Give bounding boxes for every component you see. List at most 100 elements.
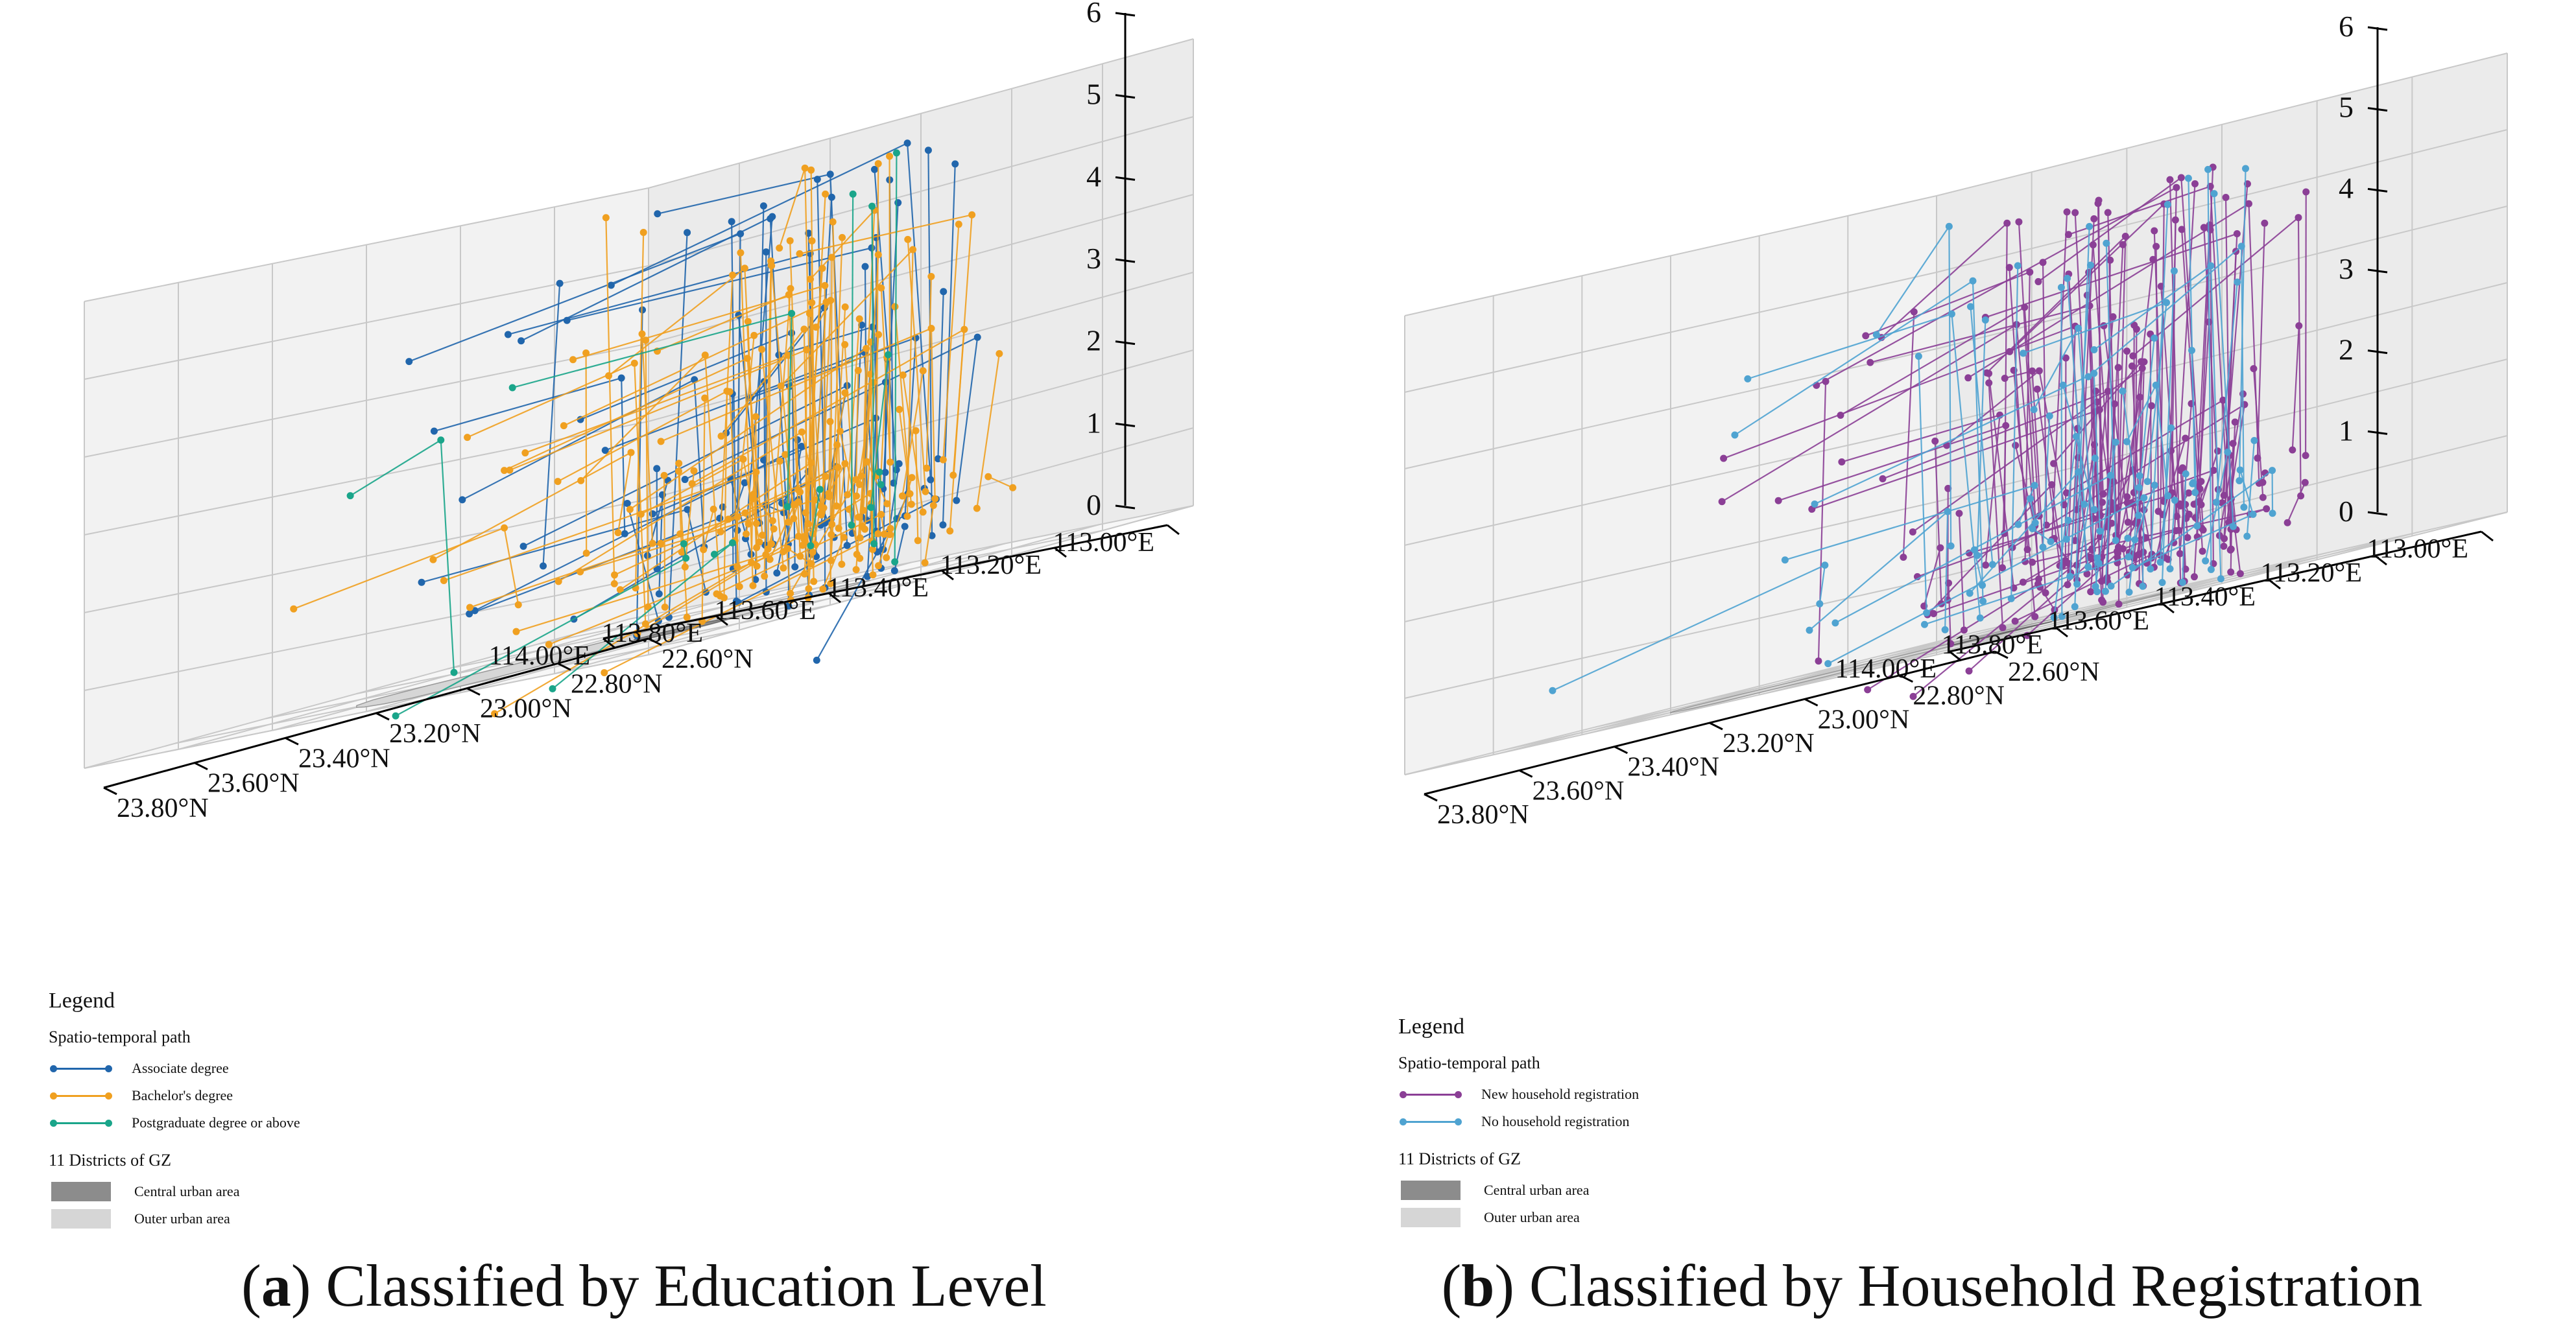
path-line	[811, 241, 814, 534]
path-line	[761, 349, 784, 569]
path-line	[828, 421, 831, 494]
path-point	[2084, 563, 2092, 571]
grid-line	[84, 187, 649, 302]
path-point	[2163, 299, 2171, 307]
path-point	[939, 521, 947, 529]
path-point	[2003, 219, 2011, 227]
path-point	[681, 476, 689, 484]
path-line	[942, 224, 960, 460]
path-point	[2240, 503, 2248, 511]
path-point	[841, 303, 849, 311]
path-line	[2066, 278, 2085, 504]
path-line	[942, 163, 956, 525]
path-point	[1947, 542, 1955, 550]
path-line	[634, 232, 645, 588]
path-point	[2029, 524, 2036, 532]
z-tick-label: 5	[1086, 78, 1101, 111]
path-point	[2103, 239, 2110, 247]
path-point	[2295, 214, 2302, 222]
path-point	[1824, 660, 1832, 668]
path-line	[2256, 223, 2265, 458]
z-tick-label: 1	[1086, 406, 1101, 439]
path-point	[2031, 482, 2038, 489]
x-axis-line	[602, 524, 1168, 640]
path-point	[701, 394, 709, 402]
path-line	[894, 152, 898, 562]
path-point	[2167, 424, 2175, 432]
path-point	[2123, 347, 2131, 355]
x-tick-label: 113.20°E	[2261, 558, 2362, 588]
path-point	[2178, 578, 2186, 586]
path-line	[2122, 548, 2129, 576]
y-tick-label: 23.20°N	[1723, 729, 1815, 759]
path-line	[2013, 370, 2036, 617]
path-point	[2125, 588, 2133, 596]
path-point	[801, 570, 809, 578]
path-point	[2191, 489, 2199, 497]
y-tick-label: 23.00°N	[480, 694, 572, 724]
grid-line	[84, 654, 649, 769]
path-line	[2173, 183, 2196, 543]
y-tick	[103, 786, 117, 795]
path-point	[491, 710, 499, 718]
path-point	[617, 374, 625, 382]
x-tick	[1054, 547, 1067, 558]
path-point	[816, 486, 824, 493]
path-line	[2287, 482, 2306, 523]
path-point	[807, 560, 815, 568]
y-tick	[648, 637, 662, 646]
path-point	[921, 559, 929, 567]
z-tick-label: 6	[1086, 0, 1101, 29]
path-point	[2241, 165, 2249, 172]
caption-label: b	[1461, 1253, 1495, 1319]
path-point	[2204, 165, 2212, 173]
path-point	[790, 515, 798, 523]
y-tick	[376, 712, 390, 721]
legend-item-no-registration: No household registration	[1398, 1108, 1639, 1135]
path-point	[2112, 537, 2119, 545]
x-axis-line	[1949, 530, 2482, 653]
path-point	[798, 428, 805, 436]
path-point	[901, 523, 909, 530]
path-point	[2139, 582, 2147, 590]
x-tick	[2268, 578, 2281, 590]
z-tick-label: 0	[2339, 495, 2354, 528]
grid-line	[648, 505, 1194, 655]
path-point	[741, 265, 748, 272]
path-point	[2297, 492, 2305, 500]
path-point	[1909, 692, 1917, 700]
path-point	[833, 502, 841, 510]
path-point	[716, 514, 724, 522]
path-point	[675, 460, 683, 467]
y-tick-label: 23.40°N	[298, 744, 390, 773]
path-line	[2128, 338, 2155, 593]
path-point	[601, 669, 608, 677]
path-point	[2178, 464, 2186, 472]
path-point	[729, 539, 737, 547]
path-point	[773, 569, 781, 577]
path-point	[785, 602, 793, 610]
path-point	[887, 458, 894, 466]
path-line	[1918, 356, 1927, 613]
path-line	[976, 353, 1000, 509]
path-point	[2284, 519, 2291, 526]
legend-swatch	[49, 1062, 113, 1075]
path-point	[890, 567, 898, 574]
legend-swatch	[1401, 1208, 1461, 1227]
y-tick	[1804, 698, 1819, 707]
y-tick-label: 22.60°N	[662, 644, 754, 674]
x-tick-label: 113.00°E	[1053, 528, 1154, 558]
chart-3d-axes: 0 1 2 3 4 5 6 113.00°E 113.20°E 113.40°E 113.60°E 1…	[84, 0, 1194, 823]
z-tick-label: 4	[1086, 159, 1101, 193]
path-point	[876, 468, 883, 476]
path-point	[2098, 596, 2106, 604]
path-point	[867, 504, 875, 512]
z-tick	[1115, 258, 1136, 263]
path-point	[2093, 588, 2101, 596]
path-point	[418, 578, 425, 586]
path-point	[852, 566, 860, 574]
z-tick	[2367, 107, 2388, 112]
path-point	[1944, 484, 1952, 492]
path-line	[2230, 421, 2236, 530]
path-point	[787, 285, 794, 292]
